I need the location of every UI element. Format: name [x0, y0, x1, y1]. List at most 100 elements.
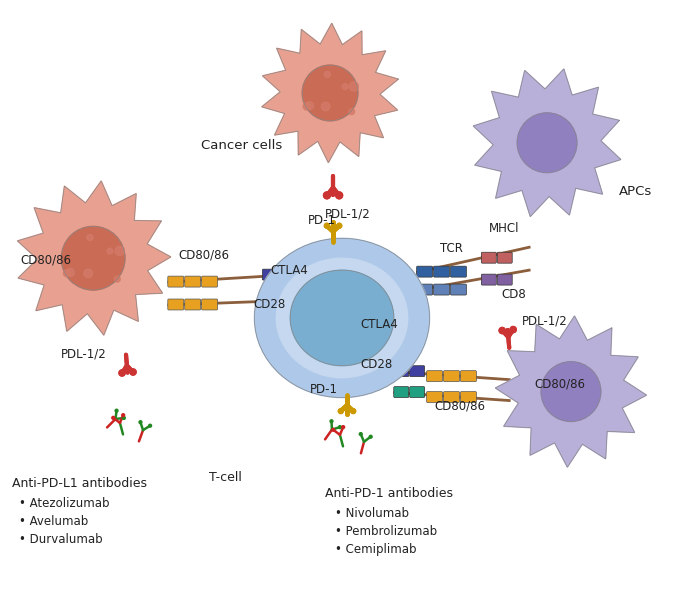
Circle shape	[61, 226, 125, 290]
Circle shape	[323, 192, 330, 199]
Text: • Pembrolizumab: • Pembrolizumab	[335, 525, 437, 538]
FancyBboxPatch shape	[434, 284, 449, 295]
Circle shape	[499, 327, 506, 333]
Ellipse shape	[276, 258, 408, 378]
Circle shape	[369, 436, 372, 438]
FancyBboxPatch shape	[278, 269, 293, 280]
Circle shape	[338, 409, 343, 413]
Text: CD8: CD8	[501, 288, 526, 301]
FancyBboxPatch shape	[482, 274, 497, 285]
FancyBboxPatch shape	[460, 391, 476, 402]
Text: CTLA4: CTLA4	[360, 318, 398, 331]
Circle shape	[122, 414, 125, 417]
Circle shape	[302, 65, 358, 121]
FancyBboxPatch shape	[201, 299, 218, 310]
Text: PD-1: PD-1	[308, 214, 336, 227]
Circle shape	[119, 370, 125, 376]
Text: • Durvalumab: • Durvalumab	[19, 533, 103, 546]
FancyBboxPatch shape	[262, 294, 277, 305]
FancyBboxPatch shape	[497, 252, 512, 263]
FancyBboxPatch shape	[278, 294, 293, 305]
Text: PDL-1/2: PDL-1/2	[325, 208, 371, 220]
FancyBboxPatch shape	[416, 284, 433, 295]
FancyBboxPatch shape	[168, 299, 184, 310]
Text: PDL-1/2: PDL-1/2	[61, 348, 107, 361]
Text: TCR: TCR	[440, 242, 462, 255]
Circle shape	[115, 246, 124, 255]
Circle shape	[360, 433, 362, 436]
Circle shape	[87, 235, 93, 241]
Text: • Atezolizumab: • Atezolizumab	[19, 497, 110, 510]
Polygon shape	[262, 24, 399, 163]
Text: CD80/86: CD80/86	[434, 399, 486, 413]
FancyBboxPatch shape	[394, 387, 409, 397]
Circle shape	[139, 420, 142, 423]
FancyBboxPatch shape	[410, 365, 425, 377]
Circle shape	[66, 269, 74, 276]
Circle shape	[351, 409, 356, 413]
Circle shape	[306, 102, 314, 110]
FancyBboxPatch shape	[262, 269, 277, 280]
FancyBboxPatch shape	[451, 266, 466, 277]
Circle shape	[84, 269, 92, 278]
Text: • Avelumab: • Avelumab	[19, 515, 89, 528]
Circle shape	[130, 369, 136, 375]
Circle shape	[337, 223, 342, 228]
Circle shape	[130, 369, 136, 375]
Circle shape	[64, 270, 71, 277]
Circle shape	[324, 71, 330, 77]
Circle shape	[349, 108, 355, 114]
Text: PDL-1/2: PDL-1/2	[522, 315, 568, 328]
Text: MHCl: MHCl	[489, 222, 520, 235]
Circle shape	[123, 416, 125, 419]
Circle shape	[112, 416, 114, 419]
Text: Cancer cells: Cancer cells	[201, 139, 282, 152]
Ellipse shape	[254, 238, 429, 397]
Circle shape	[332, 428, 335, 431]
Circle shape	[321, 102, 330, 111]
Circle shape	[510, 327, 516, 333]
Text: CD28: CD28	[253, 298, 286, 311]
FancyBboxPatch shape	[482, 252, 497, 263]
Text: APCs: APCs	[619, 186, 652, 198]
Circle shape	[349, 82, 358, 91]
Circle shape	[351, 409, 356, 413]
FancyBboxPatch shape	[410, 387, 425, 397]
Text: • Nivolumab: • Nivolumab	[335, 507, 409, 520]
FancyBboxPatch shape	[443, 391, 460, 402]
FancyBboxPatch shape	[427, 371, 443, 382]
Circle shape	[323, 192, 330, 199]
Circle shape	[119, 370, 125, 376]
Circle shape	[303, 103, 310, 110]
Text: PD-1: PD-1	[310, 382, 338, 396]
Polygon shape	[473, 69, 621, 217]
Circle shape	[342, 83, 348, 90]
Polygon shape	[495, 316, 647, 467]
Circle shape	[330, 420, 333, 423]
Circle shape	[325, 223, 329, 228]
Text: CTLA4: CTLA4	[271, 264, 308, 277]
Text: CD28: CD28	[360, 358, 393, 371]
Circle shape	[338, 409, 343, 413]
Text: T-cell: T-cell	[209, 471, 242, 484]
FancyBboxPatch shape	[497, 274, 512, 285]
FancyBboxPatch shape	[185, 276, 201, 287]
FancyBboxPatch shape	[443, 371, 460, 382]
Polygon shape	[17, 181, 171, 335]
Ellipse shape	[290, 270, 394, 365]
FancyBboxPatch shape	[427, 391, 443, 402]
Circle shape	[517, 113, 577, 172]
FancyBboxPatch shape	[416, 266, 433, 277]
Text: • Cemiplimab: • Cemiplimab	[335, 543, 416, 556]
Circle shape	[325, 223, 329, 228]
FancyBboxPatch shape	[394, 365, 409, 377]
Circle shape	[336, 192, 342, 199]
Text: CD80/86: CD80/86	[179, 248, 229, 261]
Circle shape	[337, 223, 342, 228]
FancyBboxPatch shape	[201, 276, 218, 287]
Circle shape	[149, 424, 151, 427]
Circle shape	[336, 192, 342, 199]
FancyBboxPatch shape	[460, 371, 476, 382]
FancyBboxPatch shape	[434, 266, 449, 277]
FancyBboxPatch shape	[185, 299, 201, 310]
